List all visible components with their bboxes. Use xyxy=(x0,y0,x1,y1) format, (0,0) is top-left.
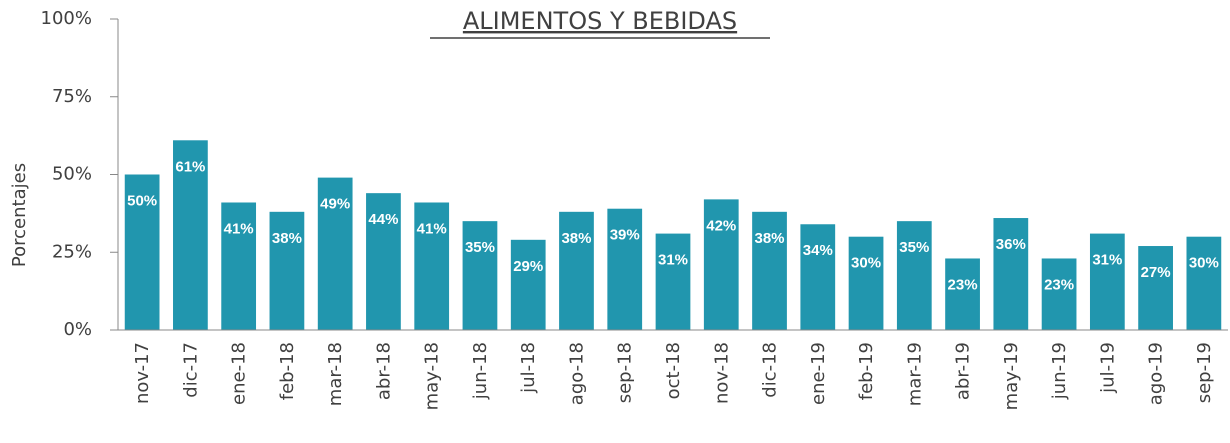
x-tick-label: may-18 xyxy=(422,342,443,410)
bar xyxy=(269,211,305,330)
y-tick-label: 100% xyxy=(41,8,92,29)
y-tick-label: 75% xyxy=(52,86,92,107)
value-label: 30% xyxy=(851,255,881,272)
bar xyxy=(124,174,160,330)
value-label: 41% xyxy=(417,220,447,237)
value-label: 35% xyxy=(899,239,929,256)
y-tick-label: 25% xyxy=(52,241,92,262)
x-tick-label: sep-19 xyxy=(1194,342,1215,403)
value-label: 23% xyxy=(1044,276,1074,293)
y-tick-label: 50% xyxy=(52,164,92,185)
x-tick-label: nov-18 xyxy=(711,342,732,404)
bar xyxy=(655,233,691,330)
bar xyxy=(848,236,884,330)
bar xyxy=(173,140,208,330)
value-label: 31% xyxy=(1092,252,1122,269)
value-label: 31% xyxy=(658,252,688,269)
value-label: 42% xyxy=(706,217,736,234)
value-label: 35% xyxy=(465,239,495,256)
value-label: 29% xyxy=(513,258,543,275)
x-tick-label: ago-18 xyxy=(566,342,587,405)
y-tick-label: 0% xyxy=(63,319,92,340)
bar xyxy=(607,208,643,330)
bar xyxy=(414,202,450,330)
value-label: 39% xyxy=(610,227,640,244)
bar xyxy=(462,221,498,330)
value-label: 38% xyxy=(755,230,785,247)
x-tick-label: dic-17 xyxy=(180,342,201,398)
x-tick-label: abr-18 xyxy=(373,342,394,400)
bar xyxy=(896,221,932,330)
value-label: 61% xyxy=(175,158,205,175)
bar xyxy=(317,177,353,330)
x-tick-label: jun-18 xyxy=(470,342,491,400)
x-tick-label: ago-19 xyxy=(1146,342,1167,405)
x-tick-label: dic-18 xyxy=(760,342,781,398)
x-tick-label: mar-19 xyxy=(904,342,925,406)
x-tick-label: jul-18 xyxy=(518,342,539,394)
value-label: 44% xyxy=(368,211,398,228)
x-tick-label: feb-19 xyxy=(856,342,877,400)
bar xyxy=(800,224,836,330)
x-tick-label: feb-18 xyxy=(277,342,298,400)
bar xyxy=(993,218,1029,330)
value-label: 30% xyxy=(1189,255,1219,272)
value-label: 27% xyxy=(1141,264,1171,281)
bar xyxy=(1041,258,1077,330)
x-tick-label: ene-18 xyxy=(229,342,250,405)
x-tick-label: jun-19 xyxy=(1049,342,1070,400)
bar xyxy=(510,239,546,330)
value-label: 49% xyxy=(320,196,350,213)
x-tick-label: sep-18 xyxy=(615,342,636,403)
value-label: 23% xyxy=(948,276,978,293)
value-label: 36% xyxy=(996,236,1026,253)
value-label: 34% xyxy=(803,242,833,259)
value-label: 50% xyxy=(127,192,157,209)
chart-title: ALIMENTOS Y BEBIDAS xyxy=(463,7,737,35)
bar xyxy=(1186,236,1222,330)
bar xyxy=(945,258,980,330)
x-tick-label: abr-19 xyxy=(953,342,974,400)
value-label: 41% xyxy=(224,220,254,237)
x-tick-label: may-19 xyxy=(1001,342,1022,410)
value-label: 38% xyxy=(272,230,302,247)
bar xyxy=(703,199,739,330)
x-tick-label: ene-19 xyxy=(808,342,829,405)
bar xyxy=(559,211,594,330)
y-axis-label: Porcentajes xyxy=(9,163,30,267)
bar xyxy=(366,193,401,330)
bar xyxy=(221,202,257,330)
bar xyxy=(1138,246,1173,330)
bar xyxy=(1089,233,1125,330)
x-tick-label: nov-17 xyxy=(132,342,153,404)
x-tick-label: oct-18 xyxy=(663,342,684,399)
x-tick-label: mar-18 xyxy=(325,342,346,406)
bar xyxy=(752,211,787,330)
value-label: 38% xyxy=(561,230,591,247)
x-tick-label: jul-19 xyxy=(1097,342,1118,394)
